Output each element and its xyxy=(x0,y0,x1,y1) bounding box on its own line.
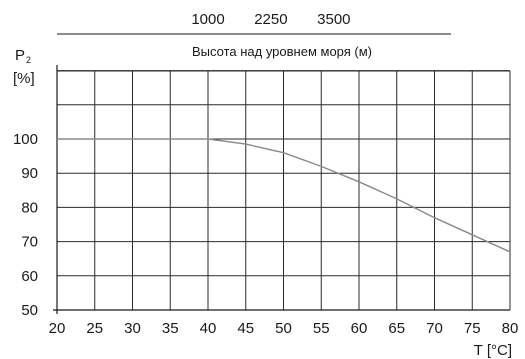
secondary-tick-label: 1000 xyxy=(191,11,224,28)
x-tick-label: 35 xyxy=(162,320,179,337)
x-tick-label: 55 xyxy=(313,320,330,337)
x-tick-label: 65 xyxy=(388,320,405,337)
y-tick-label: 100 xyxy=(13,131,38,148)
series-layer xyxy=(57,138,511,253)
x-tick-label: 25 xyxy=(86,320,103,337)
y-tick-label: 90 xyxy=(21,165,38,182)
x-tick-label: 40 xyxy=(200,320,217,337)
secondary-axis-label: Высота над уровнем моря (м) xyxy=(192,44,372,59)
y-axis-unit: [%] xyxy=(13,70,35,87)
x-tick-label: 30 xyxy=(124,320,141,337)
secondary-tick-label: 3500 xyxy=(317,11,350,28)
x-axis-label: T [°C] xyxy=(474,342,512,359)
y-axis-label-subscript: 2 xyxy=(26,55,31,65)
secondary-tick-label: 2250 xyxy=(254,11,287,28)
x-tick-label: 75 xyxy=(464,320,481,337)
secondary-axis: 1000 2250 3500 Высота над уровнем моря (м) xyxy=(57,11,451,59)
x-tick-label: 20 xyxy=(49,320,66,337)
x-tick-label: 50 xyxy=(275,320,292,337)
y-tick-label: 50 xyxy=(21,302,38,319)
grid xyxy=(56,70,511,311)
y-tick-label: 80 xyxy=(21,199,38,216)
x-tick-label: 45 xyxy=(237,320,254,337)
x-tick-label: 70 xyxy=(426,320,443,337)
y-tick-label: 60 xyxy=(21,268,38,285)
series-line xyxy=(57,138,511,253)
labels-layer: 20 25 30 35 40 45 50 55 60 65 70 75 80 50 60 70 80 90 100 P… xyxy=(13,47,518,359)
x-tick-label: 80 xyxy=(502,320,519,337)
y-tick-label: 70 xyxy=(21,234,38,251)
y-axis-label: P xyxy=(15,47,25,64)
axes xyxy=(53,65,510,314)
x-tick-label: 60 xyxy=(351,320,368,337)
